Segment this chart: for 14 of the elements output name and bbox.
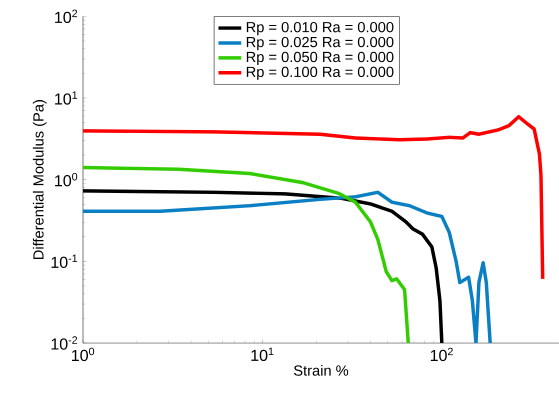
y-tick-label: 10$^{-1}$ xyxy=(52,254,78,268)
x-tick-label: 10$^{0}$ xyxy=(72,348,94,362)
x-axis-title: Strain % xyxy=(294,364,348,376)
y-tick-label: 10$^{1}$ xyxy=(55,91,78,105)
x-tick-label: 10$^{1}$ xyxy=(251,348,274,362)
y-tick-label: 10$^{2}$ xyxy=(55,10,78,24)
legend-label: Rp = 0.050 Ra = 0.000 xyxy=(246,52,394,66)
legend-label: Rp = 0.010 Ra = 0.000 xyxy=(246,22,394,36)
legend-label: Rp = 0.100 Ra = 0.000 xyxy=(246,66,394,80)
legend-label: Rp = 0.025 Ra = 0.000 xyxy=(246,36,394,50)
y-tick-label: 10$^{-2}$ xyxy=(52,336,78,350)
y-axis-title: Differential Modulus (Pa) xyxy=(32,100,47,260)
x-tick-label: 10$^{2}$ xyxy=(430,348,453,362)
y-tick-label: 10$^{0}$ xyxy=(55,172,78,186)
